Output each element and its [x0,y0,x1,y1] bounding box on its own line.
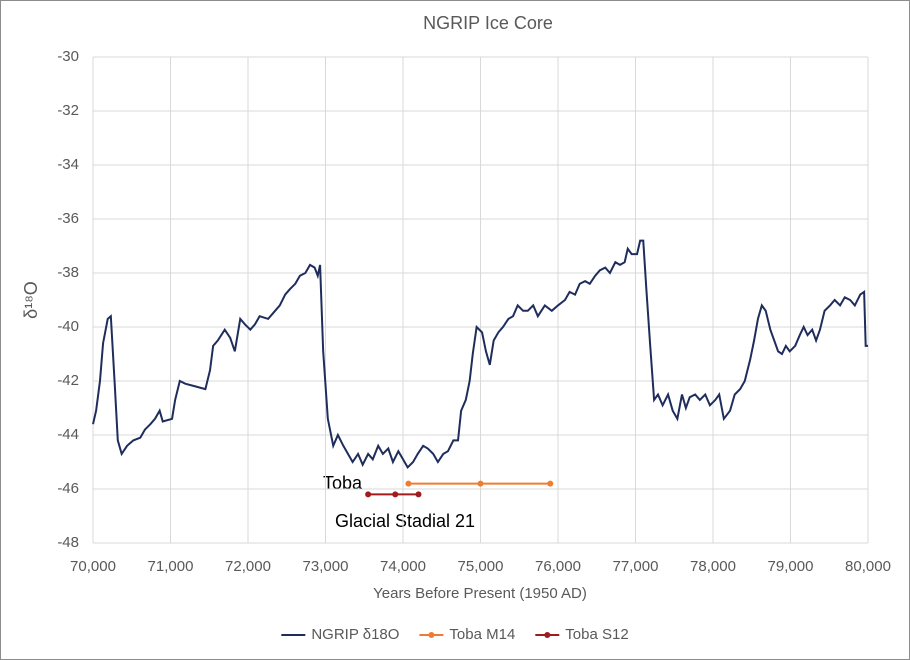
x-tick-label: 73,000 [303,558,349,575]
y-tick-label: -34 [57,156,79,173]
annotation: Glacial Stadial 21 [335,511,475,531]
data-point [365,491,372,498]
annotation: Toba [323,473,363,493]
y-tick-label: -46 [57,480,79,497]
data-point [392,491,399,498]
data-point [477,480,484,487]
legend-label: NGRIP δ18O [311,626,399,643]
x-tick-label: 76,000 [535,558,581,575]
x-tick-label: 71,000 [148,558,194,575]
legend-label: Toba M14 [449,626,515,643]
x-tick-label: 79,000 [768,558,814,575]
y-tick-label: -38 [57,264,79,281]
x-tick-label: 72,000 [225,558,271,575]
y-tick-label: -42 [57,372,79,389]
y-tick-label: -40 [57,318,79,335]
legend-label: Toba S12 [565,626,628,643]
x-tick-label: 80,000 [845,558,891,575]
data-point [405,480,412,487]
y-tick-label: -32 [57,102,79,119]
chart-title: NGRIP Ice Core [423,13,553,33]
x-tick-label: 75,000 [458,558,504,575]
x-tick-label: 74,000 [380,558,426,575]
y-tick-label: -36 [57,210,79,227]
data-line [92,239,868,470]
x-tick-label: 78,000 [690,558,736,575]
data-point [415,491,422,498]
legend-marker [544,632,551,638]
y-tick-label: -48 [57,534,79,551]
x-axis-title: Years Before Present (1950 AD) [373,585,587,602]
x-tick-label: 77,000 [613,558,659,575]
x-tick-label: 70,000 [70,558,116,575]
data-point [547,480,554,487]
legend-marker [428,632,435,638]
y-tick-label: -44 [57,426,79,443]
y-tick-label: -30 [57,48,79,65]
y-axis-title: δ¹⁸O [21,281,41,319]
